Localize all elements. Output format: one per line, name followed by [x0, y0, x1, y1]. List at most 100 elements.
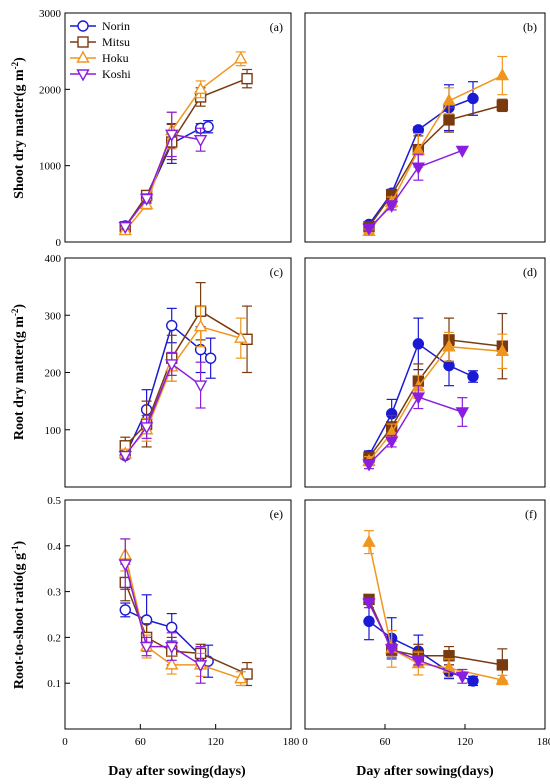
legend-label: Norin	[102, 19, 130, 33]
panel-b: (b)	[304, 12, 546, 243]
data-point	[118, 559, 132, 572]
series-norin	[363, 81, 479, 231]
series-hoku	[118, 538, 248, 687]
y-tick-label: 300	[45, 310, 62, 322]
data-point	[455, 671, 470, 684]
data-point	[443, 114, 455, 126]
data-point	[241, 72, 253, 85]
plot-frame	[64, 12, 292, 243]
data-point	[362, 598, 376, 611]
series-koshi	[362, 597, 470, 684]
panel-e: 0.1 0.2 0.3 0.4 0.5 0 60 120 180 (e)	[47, 495, 300, 748]
series-koshi	[362, 145, 470, 236]
y-tick-label: 0.2	[47, 632, 61, 644]
panel-label: (f)	[525, 507, 537, 521]
data-point	[467, 675, 479, 687]
series-koshi	[362, 385, 470, 472]
plot-frame	[64, 257, 292, 488]
y-tick-label: 3000	[39, 8, 62, 20]
series-hoku	[362, 331, 510, 467]
y-tick-label: 0.3	[47, 587, 61, 599]
legend-label: Koshi	[102, 67, 131, 81]
data-point	[204, 352, 217, 364]
series-hoku	[118, 306, 248, 459]
data-point	[455, 407, 470, 420]
series-line	[124, 563, 202, 666]
data-point	[139, 193, 154, 206]
x-tick-label: 60	[380, 736, 392, 748]
x-axis-title-right: Day after sowing(days)	[356, 764, 494, 779]
data-point	[467, 370, 479, 383]
data-point	[234, 330, 248, 343]
data-point	[193, 319, 208, 332]
data-point	[495, 68, 510, 81]
data-point	[193, 660, 208, 673]
data-point	[165, 657, 179, 670]
plot-frame	[304, 12, 546, 243]
data-point	[496, 659, 509, 671]
x-tick-label: 180	[283, 736, 300, 748]
data-point	[362, 459, 376, 472]
y-tick-label: 0	[56, 237, 62, 249]
data-point	[139, 422, 154, 435]
panel-c: 100 200 300 400 (c)	[45, 253, 292, 488]
data-point	[442, 339, 456, 352]
data-point	[193, 81, 208, 95]
data-point	[384, 200, 399, 213]
series-koshi	[118, 351, 208, 463]
legend-marker	[76, 50, 90, 63]
data-point	[442, 93, 456, 106]
legend-marker	[77, 36, 89, 48]
data-point	[411, 392, 426, 405]
legend-marker	[76, 69, 90, 82]
data-point	[118, 222, 132, 235]
legend-marker	[77, 20, 89, 32]
x-tick-label: 120	[207, 736, 224, 748]
data-point	[193, 135, 208, 148]
series-line	[124, 133, 201, 228]
panels-layer: 0100020003000(a)NorinMitsuHokuKoshi(b)10…	[39, 8, 550, 748]
row-2-ylabel: Root dry matter(g m-2)	[10, 304, 27, 441]
legend: Norin Mitsu Hoku Koshi	[70, 19, 131, 82]
x-tick-label: 180	[537, 736, 550, 748]
data-point	[118, 450, 132, 463]
data-point	[362, 223, 376, 236]
x-tick-label: 0	[62, 736, 68, 748]
y-tick-label: 200	[45, 368, 62, 380]
data-point	[384, 436, 399, 449]
data-point	[139, 641, 154, 655]
data-point	[362, 534, 376, 547]
data-point	[384, 644, 399, 657]
data-point	[166, 319, 178, 332]
panel-a: 0 1000 2000 3000 (a) Norin Mitsu Hoku Koshi	[39, 8, 292, 249]
y-tick-label: 0.4	[47, 541, 61, 553]
y-tick-label: 100	[45, 425, 62, 437]
series-koshi	[118, 111, 208, 235]
y-tick-label: 0.1	[47, 678, 61, 690]
x-axis-title-left: Day after sowing(days)	[108, 764, 246, 779]
data-point	[165, 641, 179, 655]
legend-label: Mitsu	[102, 35, 130, 49]
x-tick-label: 0	[302, 736, 308, 748]
data-point	[202, 121, 214, 133]
x-tick-label: 60	[135, 736, 147, 748]
series-line	[368, 396, 463, 465]
series-mitsu	[119, 282, 253, 455]
data-point	[363, 615, 375, 628]
panel-label: (d)	[523, 265, 537, 279]
y-tick-label: 2000	[39, 84, 62, 96]
plot-frame	[64, 499, 292, 730]
panel-label: (c)	[270, 265, 283, 279]
data-point	[411, 162, 426, 175]
y-tick-label: 400	[45, 253, 62, 265]
series-line	[368, 602, 463, 678]
data-point	[234, 671, 248, 684]
plot-frame	[304, 499, 546, 730]
plot-frame	[304, 257, 546, 488]
panel-label: (b)	[523, 20, 537, 34]
data-point	[467, 92, 479, 105]
panel-label: (a)	[270, 20, 283, 34]
data-point	[165, 359, 179, 372]
row-1-ylabel: Shoot dry matter(g m-2)	[10, 57, 27, 199]
